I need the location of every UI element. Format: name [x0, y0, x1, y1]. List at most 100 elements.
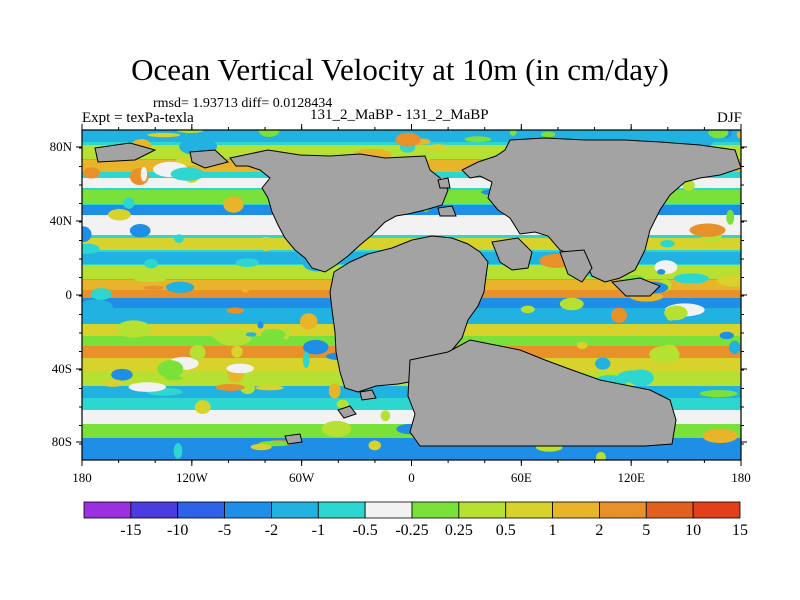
ocean-patch: [223, 196, 244, 213]
ocean-patch: [174, 234, 184, 243]
land-arabia: [491, 237, 533, 271]
ocean-patch: [82, 299, 113, 316]
ocean-patch: [82, 226, 92, 243]
ocean-patch: [111, 368, 133, 381]
land-se-asia: [610, 277, 661, 297]
ocean-patch: [134, 277, 166, 283]
lon-tick-label: 180: [72, 470, 92, 485]
ocean-patch: [726, 209, 735, 225]
experiment-label: Expt = texPa-texla: [82, 110, 194, 126]
colorbar-swatch: [130, 501, 179, 519]
colorbar-label: 2: [595, 522, 603, 539]
colorbar-label: -10: [167, 522, 188, 539]
plot-title: Ocean Vertical Velocity at 10m (in cm/da…: [131, 52, 669, 87]
colorbar-label: 0.5: [496, 522, 516, 539]
colorbar-label: 15: [732, 522, 748, 539]
ocean-patch: [226, 307, 244, 314]
comparison-label: 131_2_MaBP - 131_2_MaBP: [310, 107, 489, 123]
colorbar-swatch: [83, 501, 132, 519]
colorbar-swatch: [458, 501, 507, 519]
ocean-patch: [302, 351, 310, 369]
colorbar-label: -2: [265, 522, 278, 539]
ocean-patch: [610, 307, 628, 323]
ocean-patch: [205, 301, 223, 307]
colorbar-label: -15: [120, 522, 141, 539]
ocean-patch: [240, 381, 255, 395]
ocean-patch: [673, 273, 709, 284]
ocean-patch: [173, 443, 183, 459]
colorbar-swatch: [224, 501, 272, 519]
ocean-patch: [143, 285, 164, 290]
ocean-patch: [257, 321, 264, 329]
colorbar-label: -0.5: [352, 522, 377, 539]
colorbar-swatch: [271, 501, 319, 519]
ocean-patch: [414, 450, 421, 460]
colorbar-swatch: [411, 501, 460, 519]
colorbar-swatch: [364, 501, 413, 519]
land-india: [559, 249, 593, 283]
map-axes: 80N 40N 0 40S 80S 180 120W 60W 0 60E 120E 180: [50, 124, 751, 485]
ocean-patch: [211, 330, 222, 339]
colorbar-label: -0.25: [395, 522, 428, 539]
ocean-patch: [395, 132, 421, 147]
lat-tick-label: 80N: [50, 139, 73, 154]
ocean-field: [82, 130, 741, 460]
colorbar-swatch: [317, 501, 366, 519]
ocean-patch: [595, 451, 606, 460]
ocean-patch: [427, 144, 449, 151]
colorbar-label: 5: [642, 522, 650, 539]
ocean-patch: [128, 382, 167, 392]
ocean-patch: [170, 167, 205, 181]
ocean-patch: [540, 131, 556, 138]
ocean-patch: [226, 363, 254, 374]
colorbar-label: 0.25: [445, 522, 473, 539]
ocean-patch: [90, 288, 112, 300]
ocean-patch: [682, 179, 695, 191]
season-label: DJF: [716, 110, 742, 126]
colorbar-swatch: [599, 501, 647, 519]
land-eurasia: [461, 137, 741, 283]
ocean-patch: [657, 269, 666, 275]
lon-tick-label: 60E: [511, 470, 532, 485]
ocean-patch: [116, 320, 151, 338]
ocean-patch: [123, 197, 135, 209]
ocean-patch: [729, 340, 741, 355]
ocean-patch: [702, 428, 738, 444]
ocean-patch: [107, 209, 131, 221]
land-island: [437, 205, 457, 217]
ocean-patch: [438, 133, 456, 143]
colorbar-label: 1: [549, 522, 557, 539]
colorbar-label: 10: [685, 522, 701, 539]
land-masses: [94, 137, 741, 447]
land-island: [359, 389, 377, 401]
ocean-patch: [576, 341, 588, 349]
ocean-patch: [176, 130, 205, 133]
ocean-patch: [699, 389, 738, 398]
lon-tick-label: 120E: [617, 470, 645, 485]
ocean-patch: [227, 401, 240, 407]
ocean-patch: [258, 130, 280, 138]
colorbar-swatch: [552, 501, 600, 519]
land-arctic-islands: [189, 149, 230, 169]
ocean-patch: [520, 305, 535, 314]
ocean-patch: [559, 297, 584, 311]
ocean-patch: [321, 420, 352, 438]
ocean-patch: [157, 360, 184, 378]
ocean-patch: [595, 357, 611, 370]
lon-tick-label: 60W: [289, 470, 315, 485]
ocean-patch: [708, 130, 729, 139]
ocean-patch: [165, 281, 195, 293]
colorbar-label: -5: [218, 522, 231, 539]
ocean-patch: [241, 286, 250, 293]
land-greenland: [94, 142, 157, 163]
ocean-patch: [299, 313, 318, 330]
ocean-patch: [736, 131, 741, 139]
ocean-patch: [464, 136, 492, 143]
ocean-patch: [719, 331, 735, 340]
ocean-patch: [215, 384, 245, 391]
ocean-patch: [231, 345, 243, 358]
colorbar: -15 -10 -5 -2 -1 -0.5 -0.25 0.25 0.5 1 2 5 10 15: [83, 501, 748, 539]
ocean-patch: [302, 339, 329, 355]
ocean-patch: [189, 344, 206, 361]
